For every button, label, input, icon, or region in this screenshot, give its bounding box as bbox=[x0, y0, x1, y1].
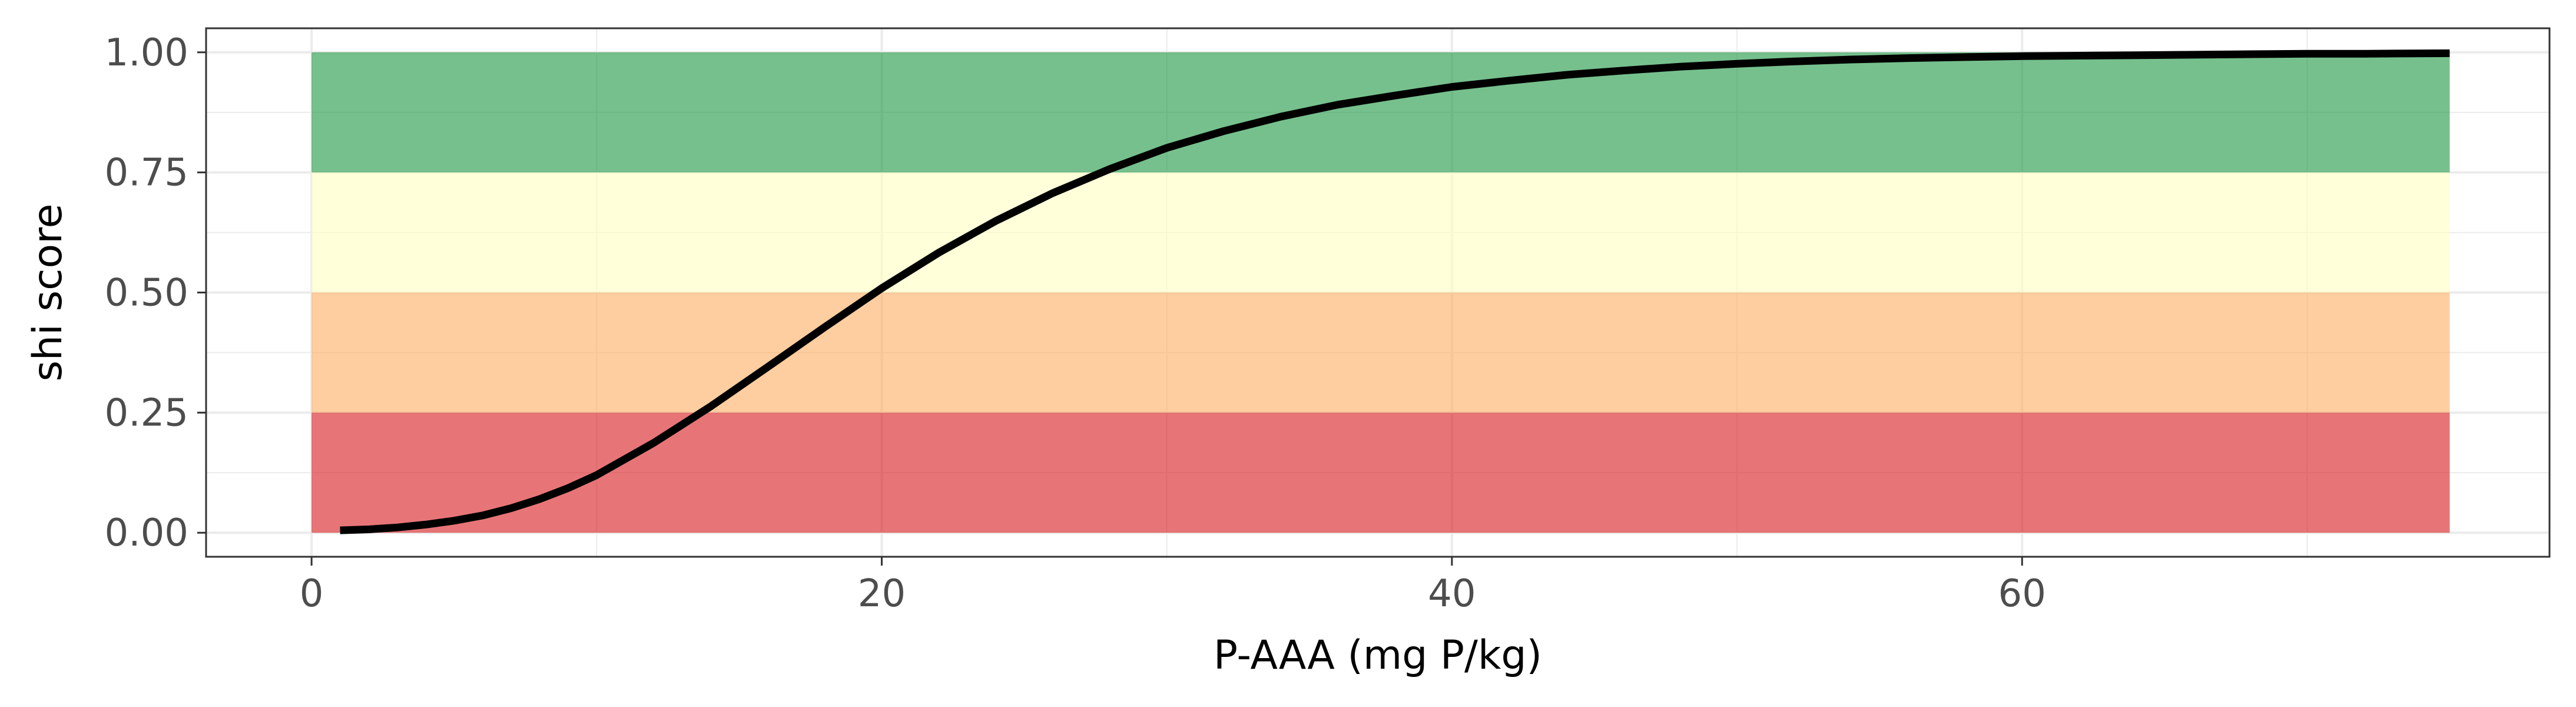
score-band-4 bbox=[311, 52, 2450, 173]
y-tick-label: 0.25 bbox=[105, 391, 189, 435]
series-layer bbox=[340, 49, 2450, 534]
score-band-1 bbox=[311, 412, 2450, 533]
x-tick-label: 0 bbox=[300, 572, 324, 616]
y-tick-label: 1.00 bbox=[105, 31, 189, 75]
x-tick-label: 60 bbox=[1998, 572, 2046, 616]
score-band-3 bbox=[311, 172, 2450, 293]
axis-tick-labels: 0 20 40 60 0.00 0.25 0.50 0.75 1.00 bbox=[105, 31, 2046, 616]
x-tick-label: 40 bbox=[1428, 572, 1476, 616]
x-axis-title: P-AAA (mg P/kg) bbox=[1214, 632, 1542, 679]
x-tick-label: 20 bbox=[858, 572, 906, 616]
y-tick-label: 0.50 bbox=[105, 272, 189, 315]
y-tick-label: 0.00 bbox=[105, 511, 189, 555]
y-axis-title: shi score bbox=[25, 204, 71, 382]
score-bands bbox=[311, 52, 2450, 533]
score-band-2 bbox=[311, 292, 2450, 413]
y-tick-label: 0.75 bbox=[105, 151, 189, 195]
series-line-1 bbox=[340, 49, 2450, 534]
axis-ticks bbox=[197, 51, 2023, 566]
